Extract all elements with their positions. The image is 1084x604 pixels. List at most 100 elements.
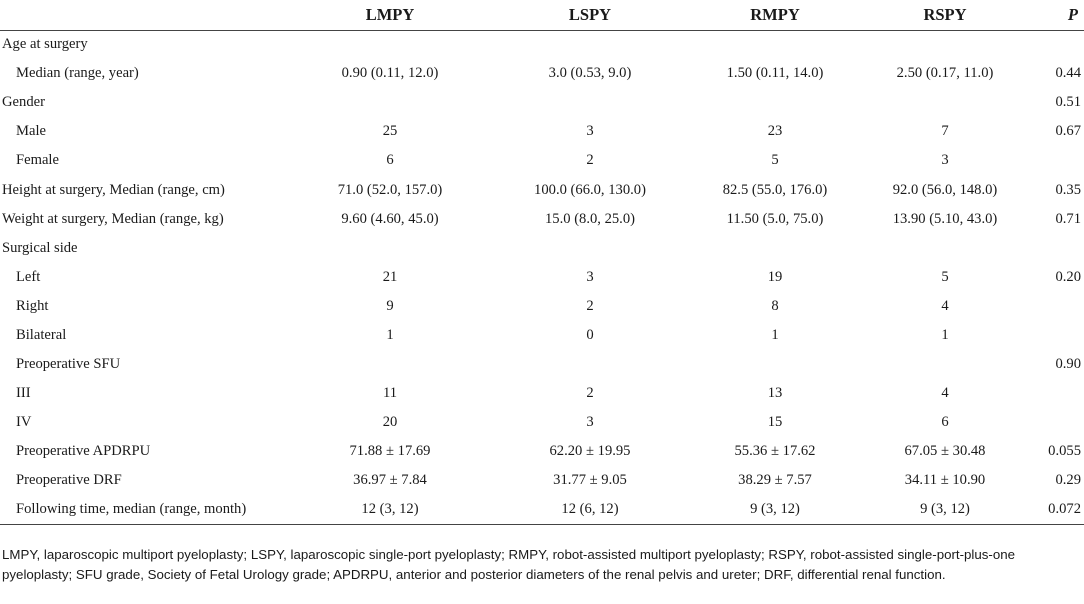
cell-lmpy: 20 [382, 414, 398, 431]
cell-p-value: 0.67 [1055, 123, 1081, 140]
cell-p-value: 0.44 [1055, 65, 1081, 82]
cell-rmpy: 19 [767, 268, 783, 285]
cell-rmpy [690, 350, 860, 379]
cell-rspy: 3 [941, 152, 949, 169]
table-header-row: LMPY LSPY RMPY RSPY P [0, 0, 1084, 31]
cell-p-value: 0.71 [1055, 210, 1081, 227]
table-row: Weight at surgery, Median (range, kg) 9.6… [0, 205, 1084, 234]
cell-p-value [1030, 30, 1084, 59]
table-row: III 11 2 13 4 [0, 379, 1084, 408]
cell-lmpy: 0.90 (0.11, 12.0) [341, 65, 439, 82]
cell-lspy: 3 [586, 123, 594, 140]
cell-rmpy: 8 [771, 297, 779, 314]
cell-lspy [490, 88, 690, 117]
table-row: Following time, median (range, month) 12 … [0, 495, 1084, 526]
cell-p-value: 0.35 [1055, 181, 1081, 198]
row-label: Gender [2, 94, 45, 111]
table-row: Left 21 3 19 5 0.20 [0, 263, 1084, 292]
cell-lmpy: 71.0 (52.0, 157.0) [337, 181, 443, 198]
cell-rspy: 7 [941, 123, 949, 140]
header-rmpy: RMPY [690, 0, 860, 31]
cell-rspy: 4 [941, 385, 949, 402]
cell-rspy: 2.50 (0.17, 11.0) [896, 65, 994, 82]
cell-p-value: 0.29 [1055, 472, 1081, 489]
cell-p-value [1030, 379, 1084, 408]
cell-lmpy: 36.97 ± 7.84 [353, 472, 427, 489]
row-label: III [16, 385, 31, 402]
cell-rspy [860, 234, 1030, 263]
cell-p-value: 0.90 [1055, 356, 1081, 373]
cell-lmpy: 71.88 ± 17.69 [349, 443, 431, 460]
cell-rspy: 34.11 ± 10.90 [904, 472, 986, 489]
cell-rspy: 9 (3, 12) [860, 495, 1030, 526]
table-row: Female 6 2 5 3 [0, 146, 1084, 175]
cell-p-value [1030, 292, 1084, 321]
row-label: Preoperative APDRPU [16, 443, 151, 460]
demographics-table-container: LMPY LSPY RMPY RSPY P Age at surgery Medi… [0, 0, 1084, 526]
cell-lspy: 62.20 ± 19.95 [549, 443, 631, 460]
cell-rspy [860, 30, 1030, 59]
table-footnote: LMPY, laparoscopic multiport pyeloplasty… [2, 547, 1016, 582]
cell-p-value [1030, 408, 1084, 437]
cell-rmpy: 13 [767, 385, 783, 402]
cell-p-value: 0.51 [1055, 94, 1081, 111]
cell-lspy: 15.0 (8.0, 25.0) [545, 210, 635, 227]
row-label: Following time, median (range, month) [0, 495, 290, 526]
table-row: Median (range, year) 0.90 (0.11, 12.0) 3.0… [0, 59, 1084, 88]
demographics-table: LMPY LSPY RMPY RSPY P Age at surgery Medi… [0, 0, 1084, 526]
row-label: Female [16, 152, 59, 169]
row-label: IV [16, 414, 32, 431]
row-label: Median (range, year) [16, 65, 139, 82]
header-p-value: P [1030, 0, 1084, 31]
table-row: Preoperative SFU 0.90 [0, 350, 1084, 379]
cell-lspy [490, 234, 690, 263]
cell-rmpy [690, 30, 860, 59]
cell-rmpy [690, 88, 860, 117]
row-label: Height at surgery, Median (range, cm) [2, 181, 225, 198]
cell-lmpy: 25 [382, 123, 398, 140]
cell-rmpy: 11.50 (5.0, 75.0) [726, 210, 824, 227]
cell-lmpy: 9.60 (4.60, 45.0) [341, 210, 439, 227]
cell-rmpy: 5 [771, 152, 779, 169]
cell-rspy: 13.90 (5.10, 43.0) [892, 210, 998, 227]
table-row: Bilateral 1 0 1 1 [0, 321, 1084, 350]
cell-lspy [490, 30, 690, 59]
row-label: Weight at surgery, Median (range, kg) [2, 210, 224, 227]
table-row: Male 25 3 23 7 0.67 [0, 117, 1084, 146]
header-lmpy: LMPY [290, 0, 490, 31]
cell-lspy: 2 [586, 385, 594, 402]
cell-lspy: 100.0 (66.0, 130.0) [534, 181, 646, 198]
cell-lspy: 3.0 (0.53, 9.0) [548, 65, 632, 82]
cell-lspy: 12 (6, 12) [490, 495, 690, 526]
cell-rmpy: 38.29 ± 7.57 [738, 472, 812, 489]
table-body: Age at surgery Median (range, year) 0.90 (… [0, 30, 1084, 526]
cell-lspy: 3 [586, 268, 594, 285]
row-label: Preoperative SFU [16, 356, 121, 373]
row-label: Bilateral [16, 326, 67, 343]
table-row: Surgical side [0, 234, 1084, 263]
table-row: Age at surgery [0, 30, 1084, 59]
header-rspy: RSPY [860, 0, 1030, 31]
row-label: Male [16, 123, 46, 140]
cell-rmpy: 82.5 (55.0, 176.0) [722, 181, 828, 198]
cell-rspy [860, 350, 1030, 379]
cell-lmpy [290, 30, 490, 59]
row-label: Left [16, 268, 41, 285]
table-row: Preoperative APDRPU 71.88 ± 17.69 62.20 ± … [0, 437, 1084, 466]
cell-rspy [860, 88, 1030, 117]
cell-lmpy [290, 88, 490, 117]
cell-p-value [1030, 234, 1084, 263]
cell-rmpy: 9 (3, 12) [690, 495, 860, 526]
cell-p-value [1030, 146, 1084, 175]
table-row: Preoperative DRF 36.97 ± 7.84 31.77 ± 9.05… [0, 466, 1084, 495]
cell-lspy: 0 [586, 326, 594, 343]
cell-lspy: 3 [586, 414, 594, 431]
cell-lspy [490, 350, 690, 379]
cell-rmpy [690, 234, 860, 263]
cell-lspy: 2 [586, 297, 594, 314]
cell-rmpy: 23 [767, 123, 783, 140]
cell-lmpy: 12 (3, 12) [290, 495, 490, 526]
cell-rspy: 67.05 ± 30.48 [904, 443, 986, 460]
table-row: Height at surgery, Median (range, cm) 71.… [0, 175, 1084, 204]
cell-p-value: 0.055 [1048, 443, 1081, 460]
